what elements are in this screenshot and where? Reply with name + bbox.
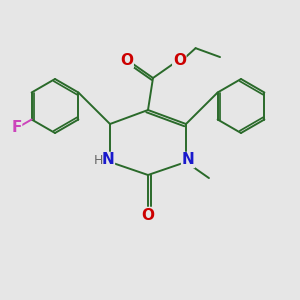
Text: H: H: [93, 154, 103, 166]
Text: N: N: [182, 152, 194, 167]
Text: N: N: [102, 152, 114, 167]
Text: F: F: [11, 119, 22, 134]
Text: O: O: [142, 208, 154, 223]
Text: O: O: [173, 52, 186, 68]
Text: O: O: [120, 52, 133, 68]
